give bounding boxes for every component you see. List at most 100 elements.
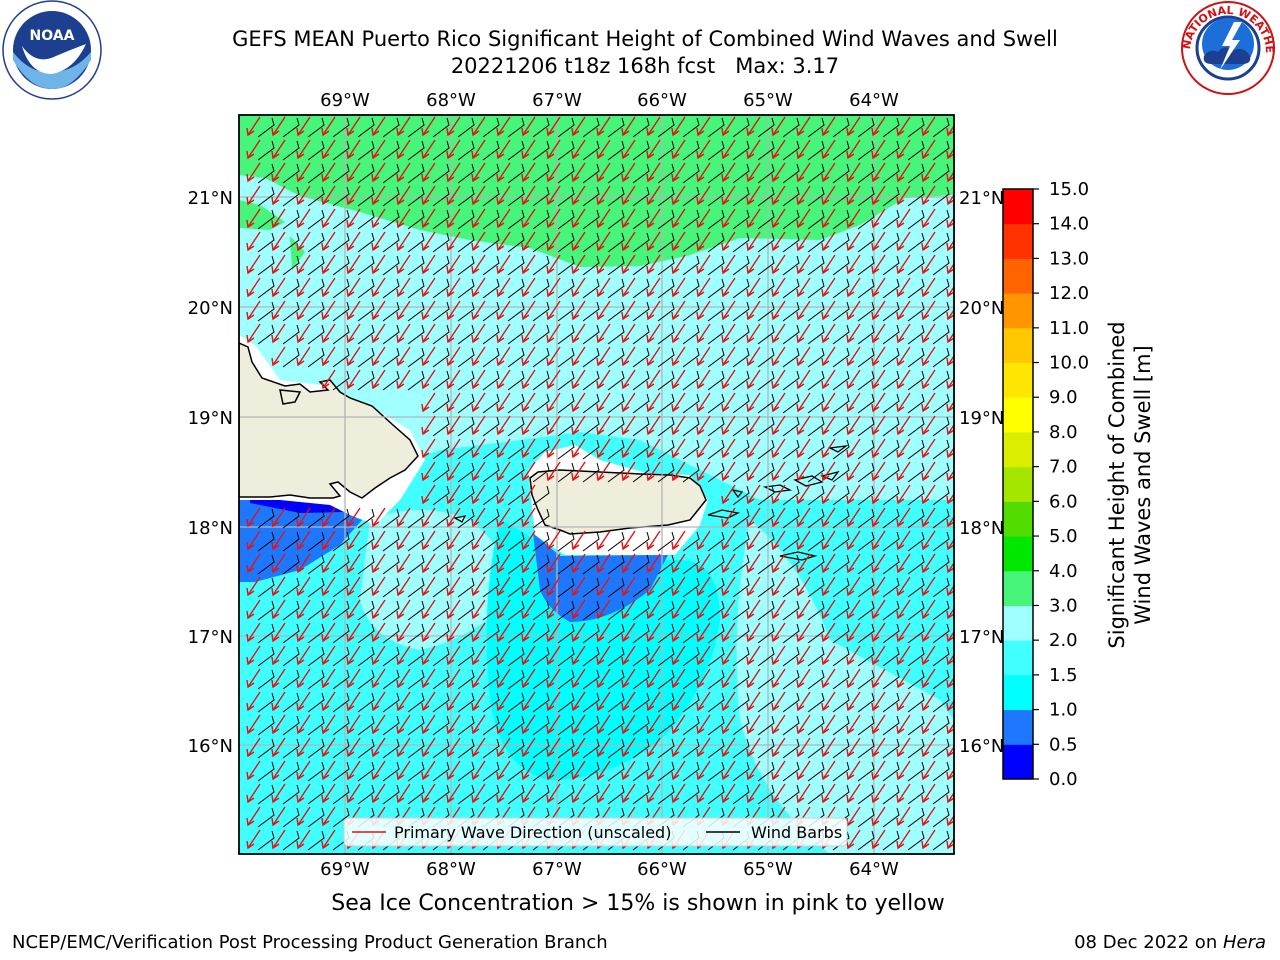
wind-barb xyxy=(782,232,800,253)
wave-direction-arrow xyxy=(722,208,736,228)
wave-arrow-head xyxy=(671,173,680,183)
wave-direction-arrow xyxy=(747,300,761,320)
wave-arrow-head xyxy=(621,771,630,781)
wave-direction-arrow xyxy=(347,139,361,159)
wave-direction-arrow xyxy=(472,553,486,573)
wave-arrow-head xyxy=(496,311,505,321)
wave-direction-arrow xyxy=(247,622,261,642)
wind-barb xyxy=(632,531,650,552)
wave-arrow-head xyxy=(721,610,730,620)
wind-barb xyxy=(832,186,850,207)
wind-barb xyxy=(307,784,325,805)
wave-direction-arrow xyxy=(597,461,611,481)
wave-arrow-head xyxy=(446,449,455,459)
wave-arrow-head xyxy=(846,633,855,643)
wave-arrow-head xyxy=(846,173,855,183)
wave-arrow-head xyxy=(846,219,855,229)
wave-arrow-head xyxy=(496,449,505,459)
wave-direction-arrow xyxy=(897,392,911,412)
wave-arrow-head xyxy=(896,265,905,275)
wave-arrow-head xyxy=(246,748,255,758)
wave-arrow-head xyxy=(246,794,255,804)
wind-barb xyxy=(907,738,925,759)
wind-barb xyxy=(632,439,650,460)
wind-barb xyxy=(582,715,600,736)
wave-direction-arrow xyxy=(272,622,286,642)
wave-arrow-head xyxy=(621,357,630,367)
land-hispaniola-peninsula xyxy=(279,389,302,405)
wave-arrow-head xyxy=(796,748,805,758)
wave-direction-arrow xyxy=(897,668,911,688)
wave-direction-arrow xyxy=(247,668,261,688)
wave-direction-arrow xyxy=(672,208,686,228)
wind-barb xyxy=(607,347,625,368)
wind-barb xyxy=(457,462,475,483)
wind-barb xyxy=(682,278,700,299)
wave-direction-arrow xyxy=(247,553,261,573)
wave-direction-arrow xyxy=(722,737,736,757)
wave-arrow-head xyxy=(296,196,305,206)
wave-arrow-head xyxy=(921,748,930,758)
wind-barb xyxy=(807,462,825,483)
wind-barb xyxy=(707,163,725,184)
wind-barb xyxy=(657,209,675,230)
wave-direction-arrow xyxy=(572,714,586,734)
wave-direction-arrow xyxy=(872,737,886,757)
wave-arrow-head xyxy=(346,794,355,804)
wave-arrow-head xyxy=(671,449,680,459)
wave-direction-arrow xyxy=(747,162,761,182)
wind-barb xyxy=(357,278,375,299)
wave-arrow-head xyxy=(671,633,680,643)
wave-direction-arrow xyxy=(497,668,511,688)
wave-arrow-head xyxy=(571,587,580,597)
wave-direction-arrow xyxy=(897,323,911,343)
wind-barb xyxy=(958,141,974,160)
wave-arrow-head xyxy=(296,357,305,367)
wind-barb xyxy=(832,508,850,529)
wave-direction-arrow xyxy=(697,714,711,734)
wind-barb xyxy=(507,531,525,552)
wave-direction-arrow xyxy=(847,507,861,527)
wave-direction-arrow xyxy=(597,369,611,389)
wind-barb xyxy=(257,163,275,184)
lon-tick-top: 66°W xyxy=(637,90,687,111)
wave-direction-arrow xyxy=(497,691,511,711)
wave-arrow-head xyxy=(821,242,830,252)
wind-barb xyxy=(732,623,750,644)
wind-barb xyxy=(557,715,575,736)
wave-direction-arrow xyxy=(847,599,861,619)
wave-direction-arrow xyxy=(522,691,536,711)
wind-barb xyxy=(482,186,500,207)
wave-arrow-head xyxy=(646,771,655,781)
wave-arrow-head xyxy=(471,725,480,735)
wave-arrow-head xyxy=(621,610,630,620)
wind-barb xyxy=(532,692,550,713)
wave-direction-arrow xyxy=(822,346,836,366)
wave-arrow-head xyxy=(721,633,730,643)
wave-arrow-head xyxy=(396,587,405,597)
wave-direction-arrow xyxy=(822,277,836,297)
wave-direction-arrow xyxy=(797,668,811,688)
wind-barb xyxy=(807,393,825,414)
wave-arrow-head xyxy=(696,357,705,367)
wave-arrow-head xyxy=(471,472,480,482)
wave-arrow-head xyxy=(871,127,880,137)
wave-arrow-head xyxy=(821,334,830,344)
wave-arrow-head xyxy=(896,564,905,574)
wave-arrow-head xyxy=(471,587,480,597)
wave-arrow-head xyxy=(721,426,730,436)
wave-direction-arrow xyxy=(422,438,436,458)
wave-direction-arrow xyxy=(747,461,761,481)
wind-barb xyxy=(457,738,475,759)
wind-barb xyxy=(832,623,850,644)
wave-direction-arrow xyxy=(897,622,911,642)
wave-arrow-head xyxy=(571,702,580,712)
wave-direction-arrow xyxy=(947,239,954,251)
wave-direction-arrow xyxy=(747,737,761,757)
wave-arrow-head xyxy=(296,702,305,712)
wave-direction-arrow xyxy=(347,783,361,803)
wave-arrow-head xyxy=(621,449,630,459)
wind-barb xyxy=(457,623,475,644)
wave-direction-arrow xyxy=(872,300,886,320)
wave-direction-arrow xyxy=(422,461,436,481)
